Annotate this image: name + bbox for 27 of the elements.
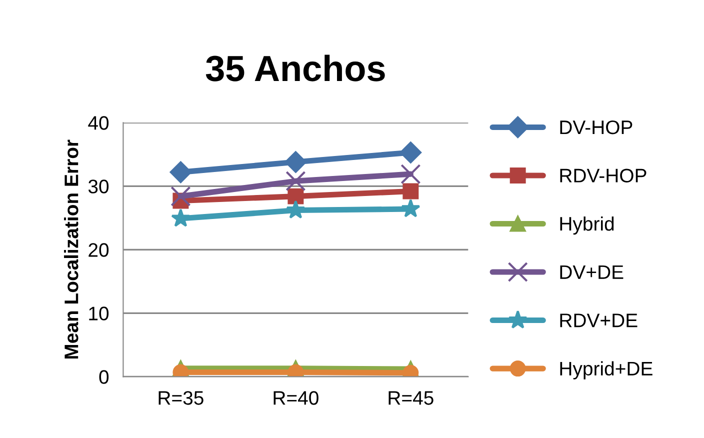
y-tick-label: 30: [88, 180, 109, 194]
point: [402, 183, 419, 200]
y-tick-label: 20: [88, 243, 109, 257]
x-tick-label: R=35: [158, 391, 204, 405]
y-tick-label: 0: [99, 370, 109, 384]
point: [286, 200, 306, 219]
point: [401, 198, 420, 218]
point: [400, 164, 421, 184]
legend-label: Hyprid+DE: [560, 361, 652, 380]
legend-label: RDV-HOP: [560, 168, 646, 182]
y-tick-label: 10: [89, 306, 109, 320]
point: [171, 208, 190, 227]
point: [286, 170, 306, 192]
x-tick-label: R=40: [274, 391, 318, 405]
y-axis-title: Mean Localization Error: [64, 140, 78, 359]
point: [288, 188, 304, 204]
point: [400, 142, 422, 164]
legend-label: Hybrid: [560, 216, 614, 235]
point: [170, 161, 192, 184]
point: [284, 151, 307, 173]
legend-label: DV+DE: [560, 265, 624, 279]
x-tick-label: R=45: [388, 391, 434, 405]
legend-label: DV-HOP: [560, 120, 632, 134]
chart-title: 35 Anchos: [206, 54, 385, 82]
point: [170, 186, 191, 206]
y-tick-label: 40: [88, 116, 109, 130]
legend-label: RDV+DE: [560, 314, 638, 328]
